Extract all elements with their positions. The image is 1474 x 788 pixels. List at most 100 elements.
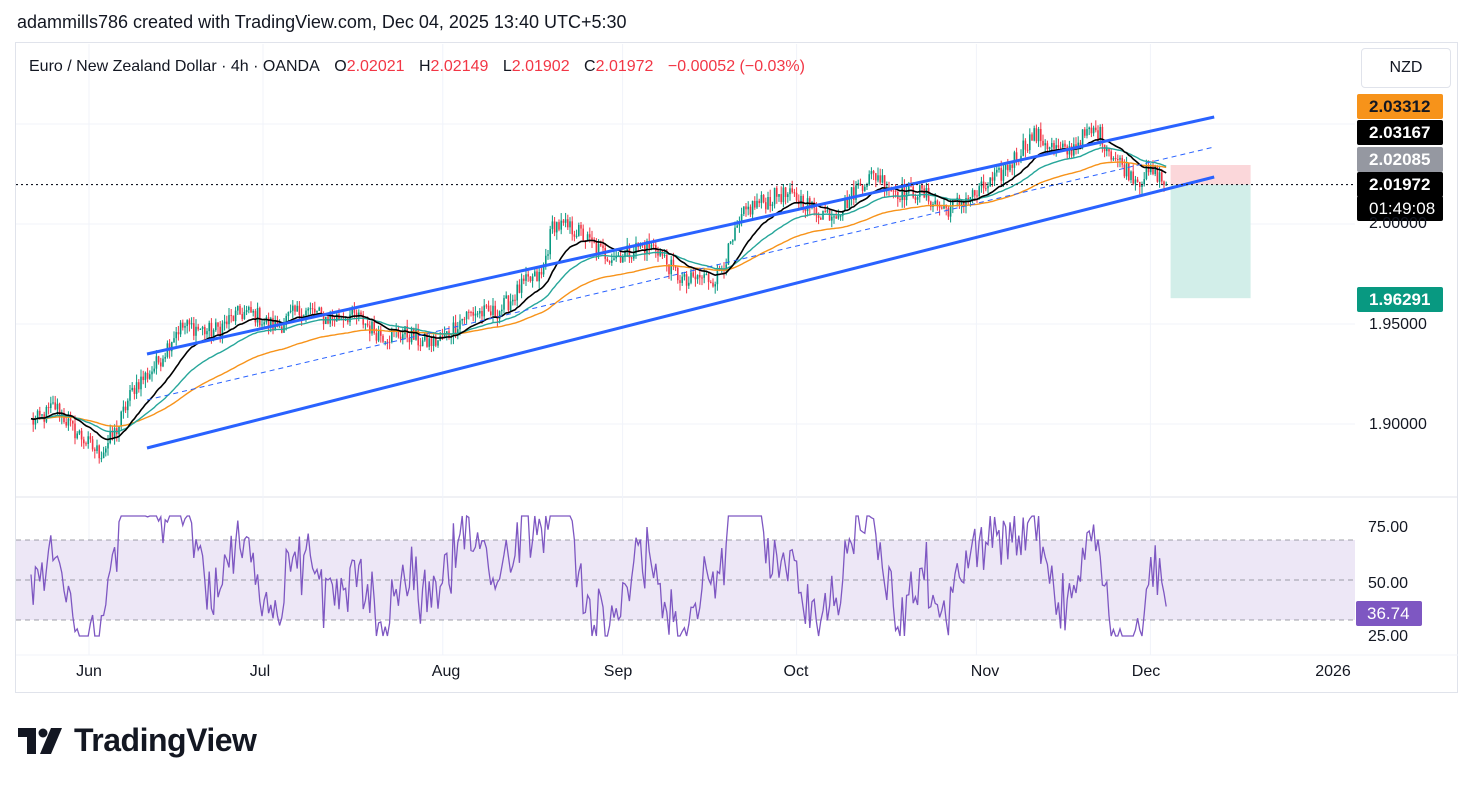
candle-body xyxy=(259,308,261,326)
candle-body xyxy=(296,305,298,312)
candle-body xyxy=(177,332,180,335)
candle-body xyxy=(606,258,609,262)
candle-body xyxy=(877,175,879,181)
candle-body xyxy=(534,271,536,277)
candle-body xyxy=(173,338,175,343)
candle-body xyxy=(424,333,426,341)
candle-body xyxy=(782,187,785,203)
candle-body xyxy=(190,323,193,325)
candle-body xyxy=(567,219,569,228)
candle-body xyxy=(195,326,197,336)
candle-body xyxy=(593,240,595,243)
candle-body xyxy=(384,341,386,343)
candle-body xyxy=(1015,152,1018,160)
candle-body xyxy=(122,406,125,412)
candle-body xyxy=(1097,130,1099,140)
candle-body xyxy=(1141,184,1143,188)
candle-body xyxy=(921,185,923,189)
tradingview-logo[interactable]: TradingView xyxy=(18,722,257,759)
candle-body xyxy=(767,197,769,210)
candle-body xyxy=(388,341,391,343)
candle-body xyxy=(800,195,802,205)
candle-body xyxy=(272,318,274,331)
candle-body xyxy=(602,245,604,248)
candle-body xyxy=(32,418,34,425)
candle-body xyxy=(875,173,877,181)
candle-body xyxy=(892,190,895,192)
candle-body xyxy=(765,202,767,210)
candle-body xyxy=(1022,140,1024,156)
moving-averages xyxy=(30,137,1167,441)
price-tick-1-95: 1.95000 xyxy=(1369,316,1427,333)
candle-body xyxy=(232,315,235,322)
candle-body xyxy=(540,271,543,275)
candle-body xyxy=(853,187,855,200)
candle-body xyxy=(600,243,602,246)
candle-body xyxy=(252,310,254,313)
candle-body xyxy=(624,251,626,258)
candle-body xyxy=(318,307,320,311)
candle-body xyxy=(47,406,50,408)
candle-body xyxy=(850,187,853,199)
candle-body xyxy=(925,187,928,198)
candle-body xyxy=(941,207,943,209)
candle-body xyxy=(322,313,325,324)
candle-body xyxy=(762,194,765,203)
candle-body xyxy=(758,200,760,204)
candle-body xyxy=(146,372,149,379)
candle-body xyxy=(1004,164,1007,170)
candle-body xyxy=(934,200,936,205)
candle-body xyxy=(270,318,272,328)
candle-body xyxy=(465,311,468,320)
candle-body xyxy=(245,310,248,312)
candle-body xyxy=(131,387,133,391)
candle-body xyxy=(85,443,87,445)
candle-body xyxy=(461,319,463,321)
candle-body xyxy=(652,244,655,246)
time-tick-oct: Oct xyxy=(783,663,809,680)
high-label: H xyxy=(418,58,431,75)
candle-body xyxy=(54,402,56,410)
candle-body xyxy=(498,311,501,320)
candle-body xyxy=(690,272,692,283)
candle-body xyxy=(569,221,571,228)
candle-body xyxy=(443,333,446,339)
currency-button[interactable]: NZD xyxy=(1361,48,1451,88)
candle-body xyxy=(1095,127,1097,131)
candle-body xyxy=(674,265,677,268)
candle-body xyxy=(142,376,144,381)
price-tick-2-00: 2.00000 xyxy=(1369,215,1427,232)
candle-body xyxy=(751,200,754,215)
candle-body xyxy=(331,315,334,320)
candle-body xyxy=(162,358,164,367)
candle-body xyxy=(749,206,752,215)
candle-body xyxy=(481,311,483,317)
candle-body xyxy=(556,222,558,233)
candle-body xyxy=(672,259,675,266)
candle-body xyxy=(69,418,72,421)
candle-body xyxy=(613,258,615,261)
candle-body xyxy=(94,449,96,451)
candle-body xyxy=(743,206,745,215)
candle-body xyxy=(562,220,565,223)
candle-body xyxy=(56,403,59,410)
candle-body xyxy=(901,185,903,201)
candle-body xyxy=(223,321,226,324)
candle-body xyxy=(100,458,103,460)
candle-body xyxy=(894,190,897,192)
candle-body xyxy=(201,326,204,329)
candle-body xyxy=(582,228,584,241)
candle-body xyxy=(1132,171,1134,184)
candle-body xyxy=(564,219,567,223)
candle-body xyxy=(197,326,199,330)
candle-body xyxy=(219,326,221,337)
candle-body xyxy=(503,298,505,310)
candle-body xyxy=(210,322,213,337)
candle-body xyxy=(430,338,433,347)
candle-body xyxy=(135,382,138,394)
candle-body xyxy=(285,316,287,326)
candle-body xyxy=(996,169,998,173)
candle-body xyxy=(529,276,532,282)
candle-body xyxy=(109,431,111,443)
